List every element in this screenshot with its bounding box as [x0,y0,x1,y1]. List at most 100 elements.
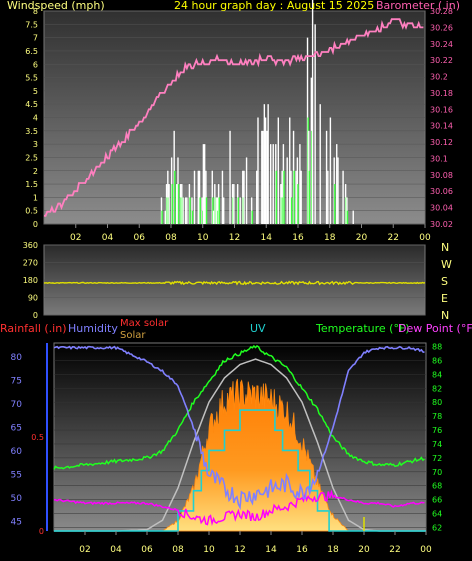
humidity-tick-label: 80 [11,353,23,363]
bottom-x-tick-label: 08 [172,545,184,555]
top-x-tick-label: 14 [261,233,273,243]
top-x-tick-label: 06 [134,233,146,243]
barometer-tick-label: 30.1 [430,154,448,163]
direction-tick-label: 180 [23,276,38,285]
humidity-tick-label: 55 [11,471,22,481]
barometer-tick-label: 30.28 [430,7,453,16]
top-x-tick-label: 16 [292,233,304,243]
top-x-tick-label: 00 [419,233,431,243]
dewpoint-line [53,489,425,527]
top-x-tick-label: 18 [324,233,336,243]
barometer-tick-label: 30.12 [430,138,453,147]
humidity-tick-label: 45 [11,518,22,528]
barometer-tick-label: 30.18 [430,89,453,98]
barometer-line [44,18,424,217]
windspeed-tick-label: 7 [33,34,38,43]
bottom-x-tick-label: 04 [110,545,122,555]
temperature-tick-label: 88 [432,342,442,351]
temperature-tick-label: 62 [432,524,442,533]
top-x-tick-label: 10 [197,233,209,243]
windspeed-tick-label: 7.5 [25,20,38,29]
solar-label: Solar [120,330,146,341]
bottom-x-tick-label: 12 [234,545,245,555]
barometer-tick-label: 30.08 [430,171,453,180]
temperature-line [53,344,425,470]
direction-tick-label: 270 [23,259,38,268]
direction-tick-label: 360 [23,241,38,250]
direction-tick-label: 90 [28,294,38,303]
bottom-x-tick-label: 20 [358,545,370,555]
windspeed-tick-label: 0 [33,220,38,229]
windspeed-tick-label: 0.5 [25,207,38,216]
windspeed-tick-label: 5.5 [25,74,38,83]
temperature-tick-label: 76 [432,426,442,435]
temperature-tick-label: 68 [432,482,442,491]
compass-label: N [441,309,449,322]
windspeed-tick-label: 4.5 [25,100,38,109]
barometer-tick-label: 30.06 [430,187,453,196]
humidity-tick-label: 75 [11,377,22,387]
barometer-tick-label: 30.04 [430,204,453,213]
temperature-tick-label: 84 [432,370,442,379]
temperature-tick-label: 80 [432,398,442,407]
barometer-tick-label: 30.02 [430,220,453,229]
humidity-tick-label: 50 [11,494,23,504]
windspeed-tick-label: 3 [33,140,38,149]
top-x-tick-label: 20 [356,233,368,243]
humidity-tick-label: 70 [11,400,23,410]
temperature-tick-label: 74 [432,440,442,449]
barometer-tick-label: 30.24 [430,40,453,49]
windspeed-tick-label: 6 [33,60,38,69]
bottom-x-tick-label: 06 [141,545,153,555]
windspeed-tick-label: 6.5 [25,47,38,56]
compass-label: S [441,275,448,288]
wind-direction-line [43,280,426,286]
uv-line [54,409,426,532]
temperature-label: Temperature (°F) [315,322,410,335]
windspeed-tick-label: 2.5 [25,153,38,162]
rainfall-tick-label: 0 [39,527,44,536]
direction-tick-label: 0 [33,311,38,320]
max-solar-label: Max solar [120,318,169,329]
compass-label: E [441,292,448,305]
windspeed-axis-label: Windspeed (mph) [7,0,105,12]
compass-label: W [441,258,452,271]
windspeed-tick-label: 1 [33,193,38,202]
temperature-tick-label: 82 [432,384,442,393]
temp-humidity-solar-panel: 45 50 55 60 65 70 75 80 0 0.5 62 64 66 68 70 72 74 76 78… [0,318,472,555]
bottom-x-tick-label: 02 [79,545,90,555]
windspeed-tick-label: 4 [33,114,38,123]
windspeed-tick-label: 5 [33,87,38,96]
bottom-x-tick-label: 18 [327,545,339,555]
barometer-tick-label: 30.16 [430,105,453,114]
temperature-tick-label: 78 [432,412,442,421]
windspeed-tick-label: 2 [33,167,38,176]
windspeed-tick-label: 8 [33,7,38,16]
windspeed-tick-label: 1.5 [25,180,38,189]
compass-label: N [441,241,449,254]
temperature-tick-label: 64 [432,510,442,519]
bottom-x-tick-label: 16 [296,545,308,555]
barometer-tick-label: 30.14 [430,122,453,131]
top-x-tick-label: 12 [229,233,240,243]
top-x-tick-label: 22 [388,233,399,243]
dewpoint-label: Dew Point (°F) [398,322,472,335]
bottom-x-tick-label: 00 [420,545,432,555]
barometer-tick-label: 30.2 [430,73,448,82]
bottom-x-tick-label: 10 [203,545,215,555]
top-x-tick-label: 08 [165,233,177,243]
uv-label: UV [250,322,266,335]
rainfall-label: Rainfall (.in) [0,322,67,335]
wind-barometer-panel: 0 0.5 1 1.5 2 2.5 3 3.5 4 4.5 5 5.5 6 6.5 7 7.5 8 30.02 3… [7,0,460,243]
rainfall-tick-label: 0.5 [31,433,44,442]
temperature-tick-label: 66 [432,496,442,505]
humidity-label: Humidity [68,322,118,335]
bottom-x-tick-label: 14 [265,545,277,555]
humidity-line [53,345,425,511]
barometer-axis-label: Barometer (.in) [376,0,460,12]
temperature-tick-label: 70 [432,468,442,477]
temperature-tick-label: 86 [432,356,442,365]
humidity-tick-label: 65 [11,424,22,434]
barometer-tick-label: 30.22 [430,56,453,65]
